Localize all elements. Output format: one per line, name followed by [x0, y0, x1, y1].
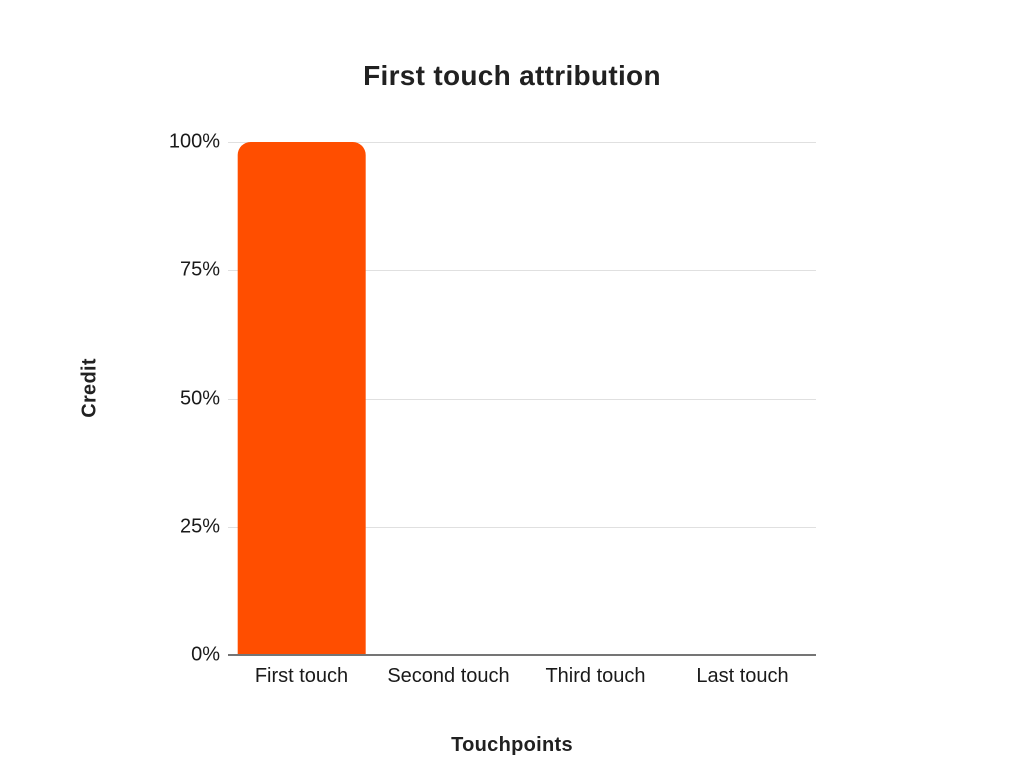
- bar-slot-second-touch: [375, 142, 522, 655]
- plot-area: 100% 75% 50% 25% 0% First touch Second t…: [169, 131, 816, 687]
- bar-slot-first-touch: [228, 142, 375, 655]
- bars-row: [228, 142, 816, 655]
- bar-slot-last-touch: [669, 142, 816, 655]
- chart-title: First touch attribution: [363, 60, 661, 91]
- y-axis-title: Credit: [78, 358, 101, 418]
- x-label-third-touch: Third touch: [545, 665, 646, 687]
- bar-first-touch: [237, 142, 366, 655]
- y-tick-0: 0%: [191, 643, 220, 666]
- x-labels-row: First touch Second touch Third touch Las…: [228, 665, 816, 688]
- gridline-50: [228, 398, 816, 400]
- y-tick-25: 25%: [179, 515, 220, 538]
- y-tick-50: 50%: [179, 387, 220, 409]
- bar-slot-third-touch: [522, 142, 669, 655]
- x-label-last-touch: Last touch: [696, 665, 789, 687]
- x-axis-title: Touchpoints: [451, 734, 573, 756]
- x-axis-line: [228, 654, 816, 656]
- gridline-100: [228, 142, 816, 143]
- x-label-first-touch: First touch: [254, 665, 349, 687]
- gridline-25: [228, 526, 816, 528]
- y-tick-75: 75%: [179, 258, 220, 281]
- x-label-second-touch: Second touch: [387, 665, 510, 687]
- y-tick-100: 100%: [168, 130, 220, 153]
- gridline-75: [228, 270, 816, 272]
